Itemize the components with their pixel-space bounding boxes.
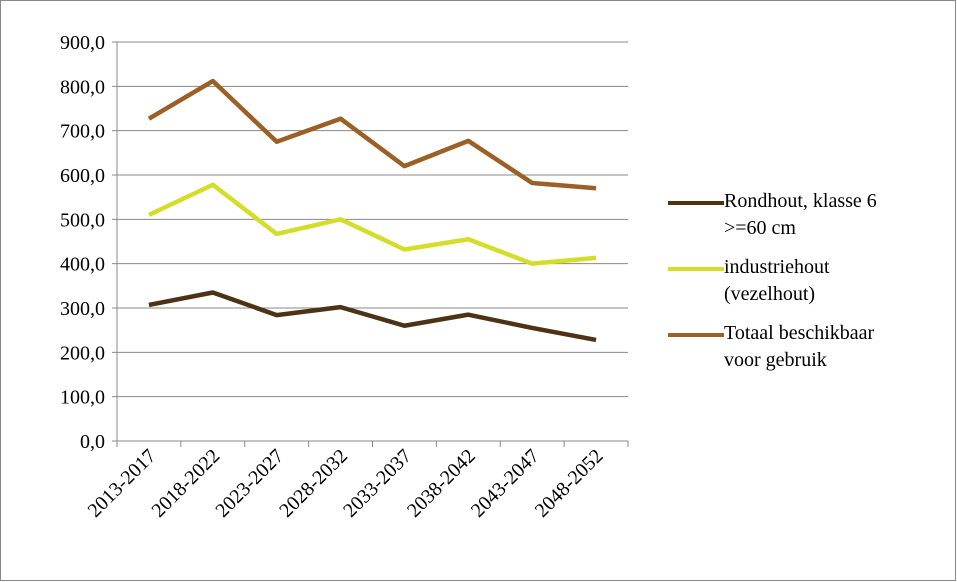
x-tick-label: 2033-2037 [339,445,416,522]
x-tick-label: 2038-2042 [403,445,480,522]
series-line [147,78,597,191]
y-tick-label: 500,0 [60,209,105,231]
series-line [147,182,597,266]
x-tick-label: 2018-2022 [148,445,225,522]
legend-entry: Totaal beschikbaar voor gebruik [668,320,908,374]
x-tick-label: 2043-2047 [467,445,544,522]
y-tick-label: 300,0 [60,298,105,320]
x-tick-label: 2023-2027 [211,445,288,522]
series-line [148,290,597,343]
y-tick-label: 400,0 [60,254,105,276]
legend-entry: Rondhout, klasse 6 >=60 cm [668,188,908,242]
y-tick-label: 700,0 [60,121,105,143]
legend-swatch [668,201,724,205]
y-tick-label: 800,0 [60,76,105,98]
legend-label: Rondhout, klasse 6 >=60 cm [724,190,877,239]
y-tick-label: 0,0 [80,431,105,453]
y-tick-label: 600,0 [60,165,105,187]
legend-entry: industriehout (vezelhout) [668,254,908,308]
x-tick-label: 2048-2052 [531,445,608,522]
y-tick-label: 200,0 [60,342,105,364]
legend-label: Totaal beschikbaar voor gebruik [724,322,875,371]
legend-label: industriehout (vezelhout) [724,256,830,305]
y-tick-label: 900,0 [60,32,105,54]
legend-swatch [668,333,724,337]
legend: Rondhout, klasse 6 >=60 cm industriehout … [668,188,908,386]
x-tick-label: 2028-2032 [275,445,352,522]
y-tick-label: 100,0 [60,387,105,409]
legend-swatch [668,267,724,271]
x-tick-label: 2013-2017 [84,445,161,522]
